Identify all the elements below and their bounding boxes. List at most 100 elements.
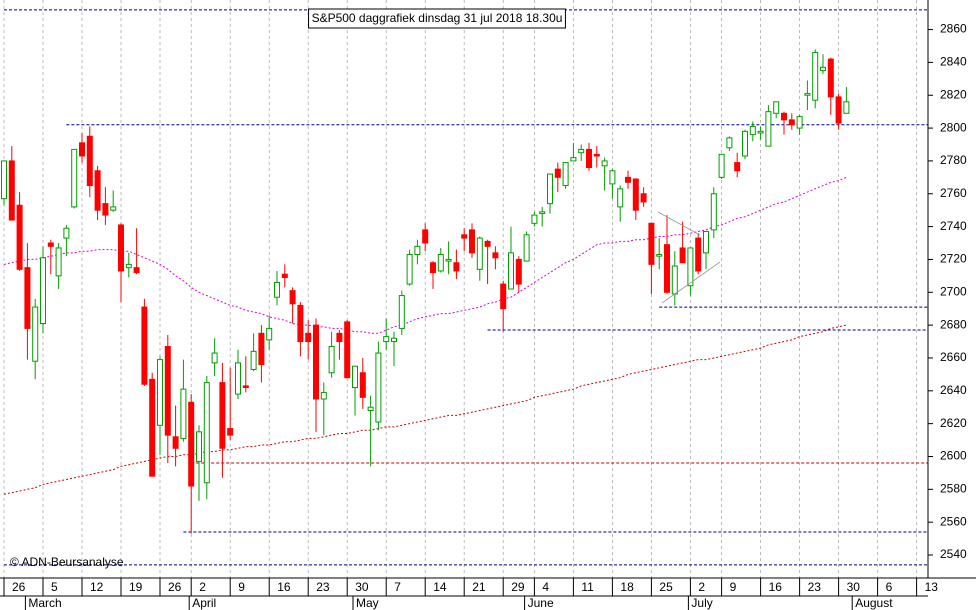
candle-body — [219, 382, 226, 449]
candle-body — [835, 96, 842, 124]
month-label: July — [691, 596, 712, 610]
candle-body — [359, 372, 366, 398]
candle-body — [640, 193, 647, 203]
x-tick-label: 14 — [433, 580, 447, 594]
candle-body — [281, 273, 288, 279]
candle-body — [469, 229, 475, 254]
candle-body — [242, 385, 249, 389]
y-tick-label: 2580 — [940, 482, 967, 496]
y-tick-label: 2780 — [940, 153, 967, 167]
candle-body — [765, 111, 772, 147]
x-tick-label: 13 — [925, 580, 939, 594]
candle-body — [508, 252, 514, 290]
candle-body — [749, 125, 756, 136]
candle-body — [313, 324, 319, 400]
candle-body — [16, 204, 23, 270]
x-tick-label: 23 — [808, 580, 822, 594]
chart-title: S&P500 daggrafiek dinsdag 31 jul 2018 18… — [312, 11, 563, 25]
candle-body — [734, 162, 741, 172]
candle-body — [827, 58, 834, 98]
x-tick-label: 9 — [238, 580, 245, 594]
candle-body — [788, 119, 795, 126]
x-tick-label: 30 — [847, 580, 861, 594]
x-tick-label: 18 — [620, 580, 634, 594]
x-tick-label: 12 — [90, 580, 104, 594]
y-tick-label: 2660 — [940, 350, 967, 364]
candle-body — [648, 222, 655, 265]
y-tick-label: 2820 — [940, 87, 967, 101]
candle-body — [773, 101, 780, 114]
month-label: August — [855, 596, 893, 610]
y-tick-label: 2840 — [940, 55, 967, 69]
candle-body — [157, 359, 163, 426]
candle-body — [656, 254, 663, 257]
candle-body — [383, 336, 390, 343]
candle-body — [305, 332, 312, 343]
candle-body — [476, 237, 483, 270]
x-tick-label: 11 — [581, 580, 594, 594]
candle-body — [515, 258, 522, 285]
candle-body — [172, 436, 179, 449]
candle-body — [352, 365, 358, 389]
month-label: March — [28, 596, 61, 610]
candle-body — [414, 245, 421, 256]
x-tick-label: 26 — [12, 580, 26, 594]
candle-body — [406, 254, 413, 285]
plot — [1, 9, 928, 566]
candle-body — [757, 130, 764, 134]
candle-body — [188, 401, 195, 487]
x-tick-label: 9 — [730, 580, 737, 594]
x-tick-label: 16 — [277, 580, 291, 594]
candle-body — [695, 237, 702, 272]
candle-body — [500, 283, 507, 310]
candle-body — [578, 148, 585, 154]
candle-body — [562, 162, 569, 187]
candle-body — [344, 321, 351, 379]
candle-body — [820, 66, 826, 72]
candle-body — [422, 229, 429, 244]
y-tick-label: 2720 — [940, 252, 967, 266]
y-tick-label: 2680 — [940, 317, 967, 331]
candle-body — [781, 112, 787, 121]
candle-body — [266, 327, 273, 341]
candle-body — [718, 153, 725, 178]
candle-body — [539, 211, 546, 214]
candle-body — [367, 406, 374, 412]
candle-body — [742, 130, 748, 157]
candle-body — [554, 168, 561, 178]
candle-body — [32, 306, 39, 362]
y-tick-label: 2700 — [940, 284, 967, 298]
candle-body — [796, 116, 803, 129]
candle-body — [843, 101, 850, 114]
candle-body — [79, 142, 85, 157]
candle-body — [102, 203, 109, 216]
moving-average — [3, 324, 847, 495]
candle-body — [235, 362, 241, 395]
candle-body — [547, 173, 553, 205]
candle-body — [47, 242, 54, 247]
x-tick-label: 7 — [394, 580, 401, 594]
x-tick-label: 16 — [769, 580, 783, 594]
candle-body — [274, 281, 280, 298]
candle-body — [297, 304, 304, 343]
candle-body — [601, 160, 608, 167]
candle-body — [609, 170, 616, 185]
x-tick-label: 26 — [168, 580, 182, 594]
y-tick-label: 2860 — [940, 22, 967, 36]
candle-body — [63, 227, 70, 239]
candle-body — [203, 382, 210, 484]
trend-line — [661, 261, 721, 304]
candle-body — [703, 231, 709, 254]
trend-line — [657, 211, 701, 236]
candle-body — [461, 234, 468, 239]
candle-body — [227, 428, 234, 436]
y-tick-label: 2740 — [940, 219, 967, 233]
candle-body — [211, 352, 218, 364]
candle-body — [617, 188, 624, 208]
candle-body — [149, 378, 156, 477]
y-tick-label: 2620 — [940, 416, 967, 430]
candle-body — [118, 224, 124, 272]
candle-body — [484, 240, 491, 247]
